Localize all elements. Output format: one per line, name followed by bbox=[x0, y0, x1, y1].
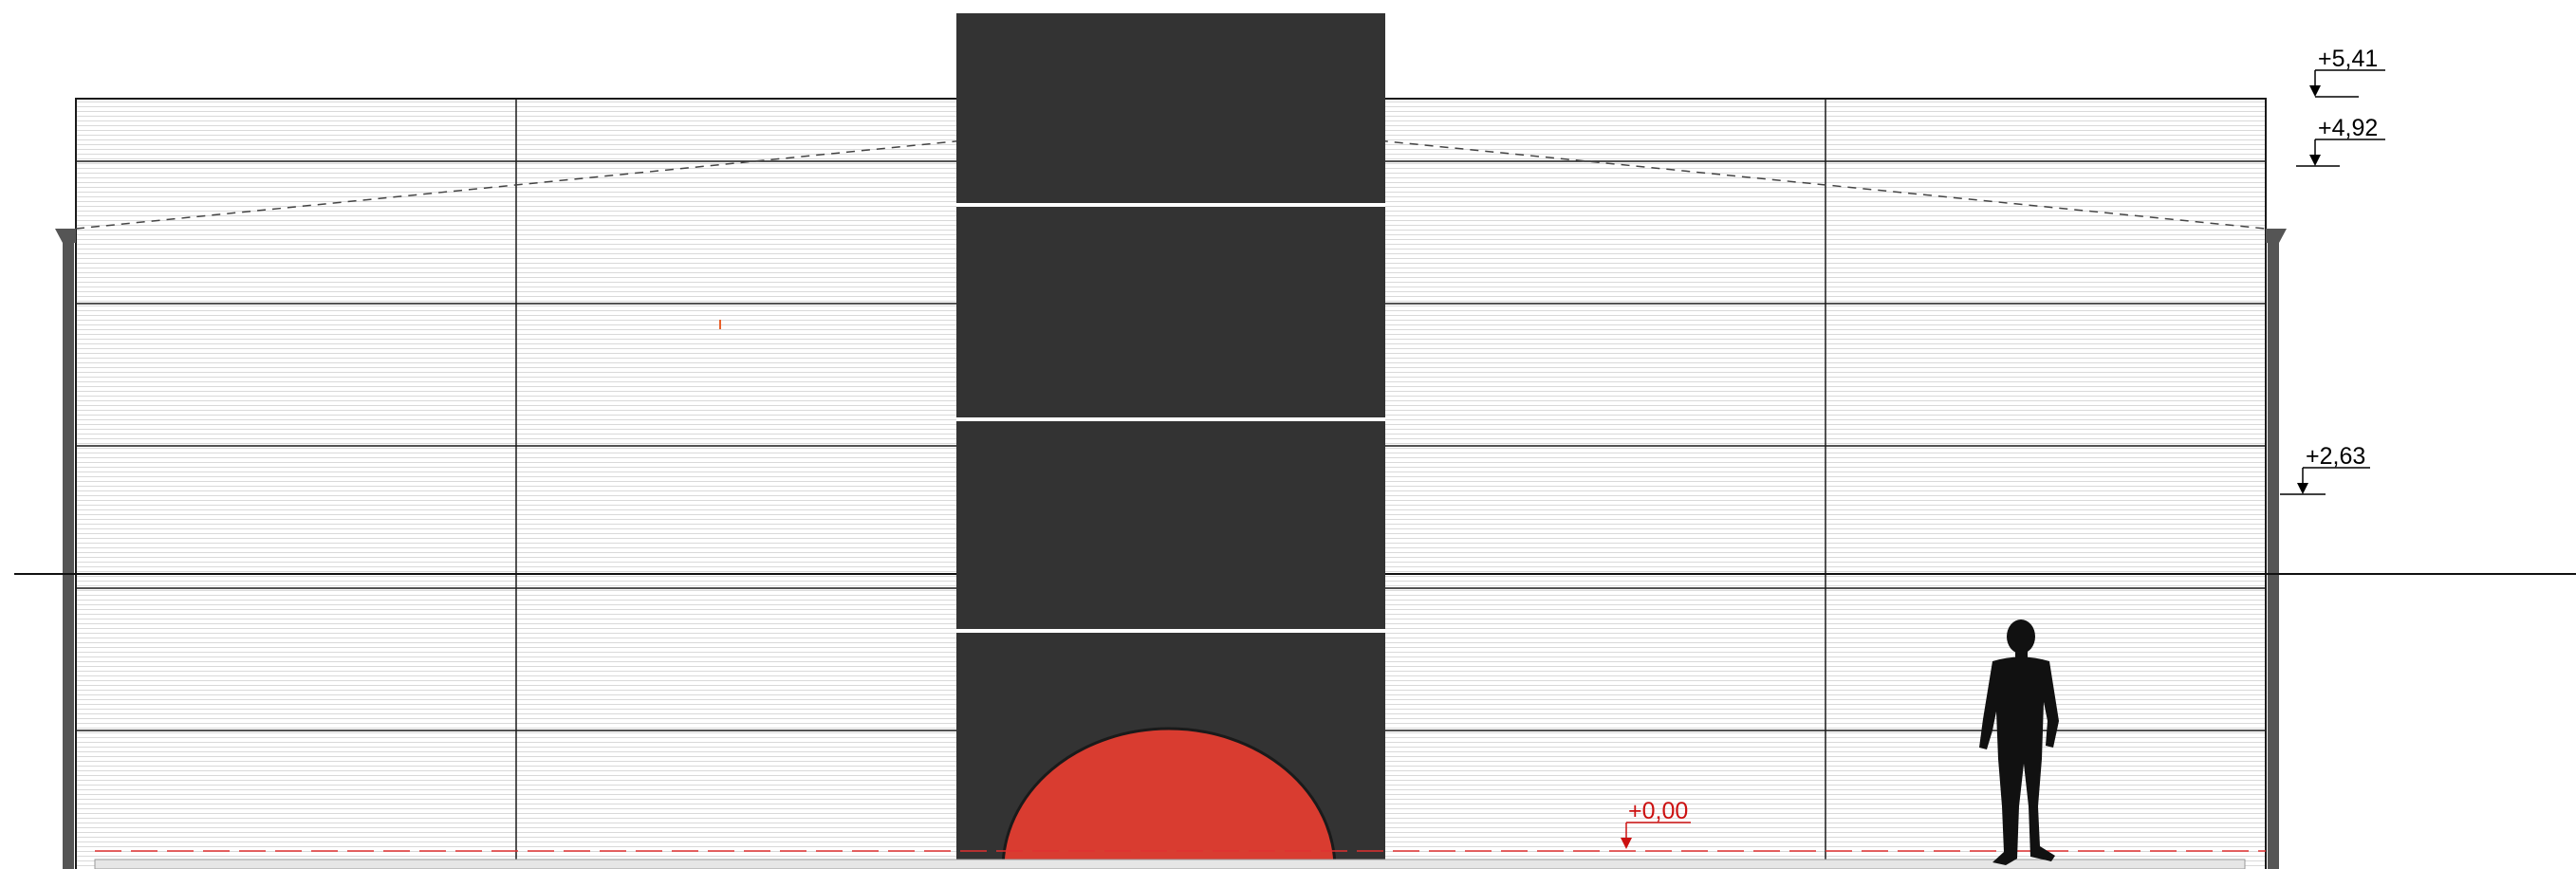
panel-joints-vertical bbox=[515, 99, 1826, 869]
facade-wall bbox=[75, 98, 2267, 869]
person-silhouette-icon bbox=[1979, 619, 2059, 865]
level-label: +2,63 bbox=[2306, 443, 2365, 470]
ground-strip bbox=[94, 859, 2246, 869]
pillar-left bbox=[55, 229, 76, 869]
level-label: +5,41 bbox=[2318, 46, 2378, 72]
level-label: +0,00 bbox=[1628, 798, 1688, 824]
level-marker-541: +5,41 bbox=[2309, 46, 2385, 98]
level-marker-000: +0,00 bbox=[1621, 798, 1691, 849]
level-marker-263: +2,63 bbox=[2280, 443, 2370, 495]
arch-opening bbox=[1001, 727, 1337, 869]
level-label: +4,92 bbox=[2318, 115, 2378, 141]
level-marker-492: +4,92 bbox=[2296, 115, 2385, 167]
central-tower bbox=[956, 13, 1385, 869]
pillar-right bbox=[2266, 229, 2287, 869]
